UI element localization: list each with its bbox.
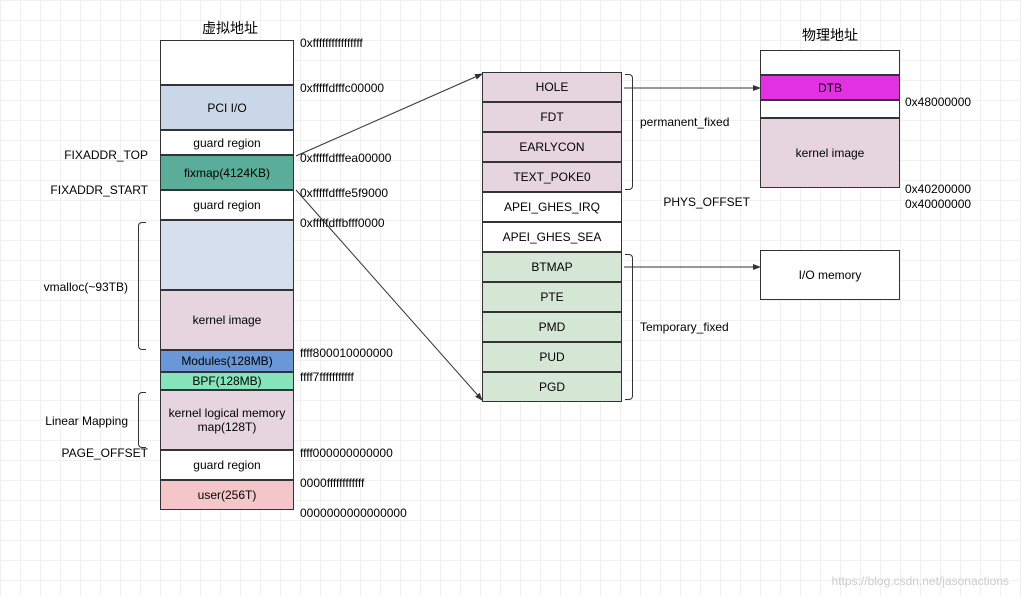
mid-fdt: FDT bbox=[482, 102, 622, 132]
addr-a6: ffff7fffffffffff bbox=[300, 370, 354, 384]
addr-a0: 0xffffffffffffffff bbox=[300, 36, 363, 50]
left-guard1: guard region bbox=[160, 130, 294, 155]
brace-linear bbox=[138, 392, 146, 448]
mid-btmap: BTMAP bbox=[482, 252, 622, 282]
left-guard3: guard region bbox=[160, 450, 294, 480]
addr-a9: 0000000000000000 bbox=[300, 506, 407, 520]
brace-permanent bbox=[625, 74, 633, 190]
label-fixaddr-start: FIXADDR_START bbox=[48, 183, 148, 197]
addr-a7: ffff000000000000 bbox=[300, 446, 393, 460]
label-page-offset: PAGE_OFFSET bbox=[48, 446, 148, 460]
mid-pud: PUD bbox=[482, 342, 622, 372]
watermark: https://blog.csdn.net/jasonactions bbox=[832, 574, 1009, 588]
addr-a8: 0000ffffffffffff bbox=[300, 476, 364, 490]
left-kernel-image: kernel image bbox=[160, 290, 294, 350]
right-io-memory: I/O memory bbox=[760, 250, 900, 300]
left-pci-io: PCI I/O bbox=[160, 85, 294, 130]
right-kernel-image: kernel image bbox=[760, 118, 900, 188]
mid-apei-irq: APEI_GHES_IRQ bbox=[482, 192, 622, 222]
brace-temporary bbox=[625, 254, 633, 400]
label-temporary-fixed: Temporary_fixed bbox=[640, 320, 729, 334]
label-permanent-fixed: permanent_fixed bbox=[640, 115, 729, 129]
left-bpf: BPF(128MB) bbox=[160, 372, 294, 390]
addr-a5: ffff800010000000 bbox=[300, 346, 393, 360]
left-user: user(256T) bbox=[160, 480, 294, 510]
left-vmalloc-top bbox=[160, 220, 294, 290]
label-vmalloc: vmalloc(~93TB) bbox=[28, 280, 128, 294]
right-blank-top bbox=[760, 50, 900, 75]
mid-apei-sea: APEI_GHES_SEA bbox=[482, 222, 622, 252]
right-blank-mid bbox=[760, 100, 900, 118]
mid-pte: PTE bbox=[482, 282, 622, 312]
addr-a2: 0xfffffdfffea00000 bbox=[300, 151, 391, 165]
addr-a3: 0xfffffdfffe5f9000 bbox=[300, 186, 388, 200]
label-phys-offset: PHYS_OFFSET bbox=[655, 195, 750, 209]
title-physical-addr: 物理地址 bbox=[790, 25, 870, 45]
mid-earlycon: EARLYCON bbox=[482, 132, 622, 162]
left-modules: Modules(128MB) bbox=[160, 350, 294, 372]
raddr-0x48000000: 0x48000000 bbox=[905, 95, 971, 109]
left-linear: kernel logical memory map(128T) bbox=[160, 390, 294, 450]
left-guard2: guard region bbox=[160, 190, 294, 220]
mid-textpoke: TEXT_POKE0 bbox=[482, 162, 622, 192]
label-linear-mapping: Linear Mapping bbox=[28, 414, 128, 428]
left-fixmap: fixmap(4124KB) bbox=[160, 155, 294, 190]
mid-pgd: PGD bbox=[482, 372, 622, 402]
mid-hole: HOLE bbox=[482, 72, 622, 102]
brace-vmalloc bbox=[138, 222, 146, 350]
mid-pmd: PMD bbox=[482, 312, 622, 342]
addr-a1: 0xfffffdfffc00000 bbox=[300, 81, 384, 95]
left-blank-top bbox=[160, 40, 294, 85]
title-virtual-addr: 虚拟地址 bbox=[180, 18, 280, 38]
raddr-0x40200000: 0x40200000 bbox=[905, 182, 971, 196]
raddr-0x40000000: 0x40000000 bbox=[905, 197, 971, 211]
label-fixaddr-top: FIXADDR_TOP bbox=[48, 148, 148, 162]
right-dtb: DTB bbox=[760, 75, 900, 100]
addr-a4: 0xfffffdffbfff0000 bbox=[300, 216, 385, 230]
